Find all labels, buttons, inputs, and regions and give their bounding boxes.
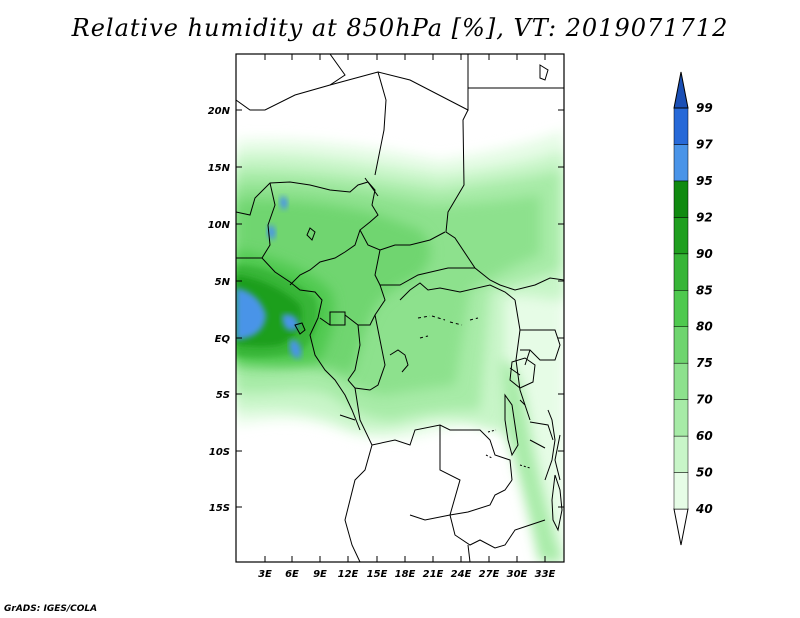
- latitude-axis: 20N 15N 10N 5N EQ 5S 10S 15S: [208, 106, 564, 514]
- colorbar-bin-11: [673, 107, 689, 145]
- lat-label-eq: EQ: [215, 334, 231, 345]
- colorbar-bin-0: [673, 508, 689, 546]
- lon-label-27e: 27E: [479, 569, 500, 580]
- map-frame: [235, 53, 565, 563]
- colorbar-label: 70: [696, 393, 713, 407]
- country-borders: [236, 54, 564, 562]
- lat-label-10s: 10S: [209, 447, 230, 458]
- lon-label-33e: 33E: [535, 569, 556, 580]
- humidity-field: [236, 130, 564, 562]
- longitude-axis: 3E 6E 9E 12E 15E 18E 21E 24E 27E 30E 33E: [258, 54, 556, 580]
- colorbar-bin-6: [673, 290, 689, 327]
- colorbar-label: 60: [696, 429, 713, 443]
- lon-label-6e: 6E: [285, 569, 299, 580]
- colorbar-bin-12: [673, 71, 689, 109]
- colorbar-label: 95: [696, 174, 713, 188]
- colorbar-label: 85: [696, 283, 713, 297]
- colorbar-label: 50: [696, 466, 713, 480]
- lat-label-20n: 20N: [208, 106, 231, 117]
- colorbar-bin-4: [673, 362, 689, 400]
- lon-label-18e: 18E: [395, 569, 416, 580]
- lon-label-3e: 3E: [258, 569, 272, 580]
- lat-label-5n: 5N: [215, 277, 231, 288]
- colorbar-bin-3: [673, 399, 689, 437]
- colorbar-label: 75: [696, 356, 713, 370]
- colorbar-label: 80: [696, 320, 713, 334]
- colorbar-bin-8: [673, 217, 689, 255]
- colorbar-bin-9: [673, 180, 689, 218]
- colorbar-bin-10: [673, 144, 689, 182]
- colorbar-label: 40: [695, 502, 713, 516]
- colorbar-bin-2: [673, 435, 689, 473]
- colorbar-bin-5: [673, 326, 689, 364]
- lat-label-15s: 15S: [209, 503, 230, 514]
- lon-label-24e: 24E: [451, 569, 472, 580]
- lon-label-9e: 9E: [313, 569, 327, 580]
- lat-label-15n: 15N: [208, 163, 231, 174]
- colorbar: 40 50 60 70 75 80 85 90 92 95 97 99: [673, 71, 713, 546]
- lat-label-5s: 5S: [216, 390, 230, 401]
- lon-label-30e: 30E: [507, 569, 528, 580]
- lon-label-21e: 21E: [423, 569, 444, 580]
- lat-label-10n: 10N: [208, 220, 231, 231]
- lon-label-12e: 12E: [338, 569, 359, 580]
- lon-label-15e: 15E: [367, 569, 388, 580]
- grads-credit: GrADS: IGES/COLA: [4, 604, 98, 614]
- map-title: Relative humidity at 850hPa [%], VT: 201…: [71, 14, 729, 42]
- colorbar-label: 97: [696, 137, 713, 151]
- colorbar-bin-1: [673, 472, 689, 510]
- colorbar-label: 92: [696, 210, 713, 224]
- colorbar-label: 99: [696, 101, 713, 115]
- colorbar-label: 90: [696, 247, 713, 261]
- colorbar-bin-7: [673, 253, 689, 291]
